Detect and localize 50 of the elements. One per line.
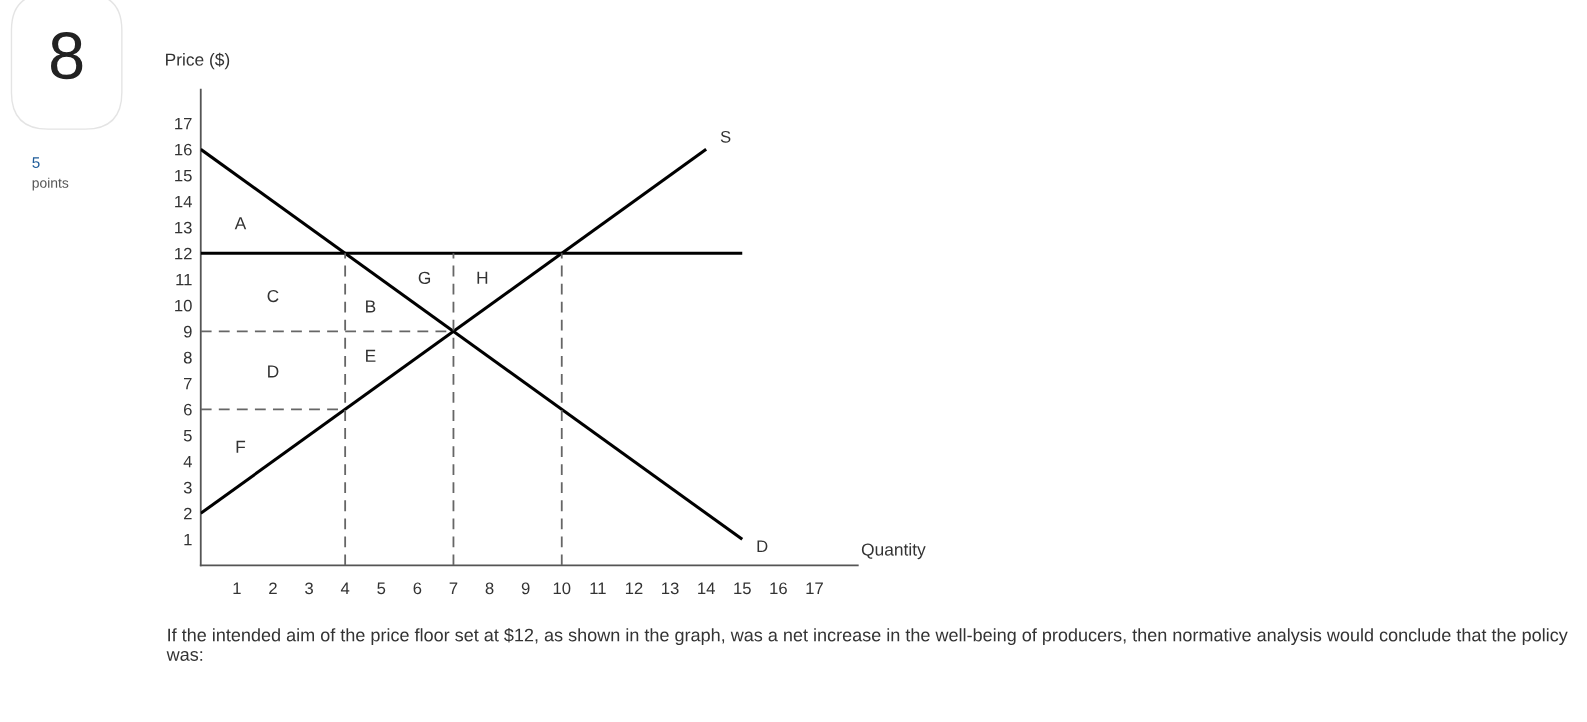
y-tick-label: 10	[175, 299, 192, 312]
annotation: F	[236, 440, 246, 453]
y-tick-label: 5	[183, 429, 192, 442]
y-tick-label: 8	[183, 351, 192, 364]
y-tick-label: 11	[176, 273, 192, 286]
x-tick-label: 17	[806, 582, 823, 595]
x-tick-label: 2	[269, 582, 277, 595]
x-tick-label: 7	[449, 582, 458, 595]
annotation: C	[267, 289, 279, 303]
x-tick-label: 13	[662, 582, 679, 595]
annotation: G	[418, 271, 431, 284]
y-tick-label: 12	[175, 247, 192, 260]
annotation: E	[366, 349, 376, 362]
y-tick-label: 14	[175, 195, 192, 208]
y-tick-label: 9	[183, 325, 192, 338]
y-tick-label: 2	[183, 507, 192, 520]
y-tick-label: 7	[184, 377, 192, 390]
text: 5	[32, 157, 40, 168]
series-label: D	[757, 540, 768, 552]
x-tick-label: 5	[377, 582, 386, 595]
y-tick-label: 17	[175, 117, 192, 130]
x-tick-label: 15	[734, 582, 751, 595]
x-axis-title: Quantity	[861, 542, 926, 560]
annotation: B	[366, 300, 376, 313]
text: If the intended aim of the price floor set at $12, as shown in the graph, was a net increase in the well-being of producers, then normative analysis would conclude that the policy was:	[166, 627, 1568, 661]
annotation: H	[477, 271, 488, 284]
x-tick-label: 3	[305, 582, 313, 595]
y-tick-label: 1	[184, 533, 192, 546]
x-tick-label: 6	[413, 582, 422, 595]
x-tick-label: 16	[770, 582, 787, 595]
y-tick-label: 3	[183, 481, 192, 494]
y-axis-title: Price ($)	[166, 52, 230, 70]
y-tick-label: 13	[175, 221, 192, 234]
y-tick-label: 16	[175, 143, 192, 156]
x-tick-label: 8	[485, 582, 494, 595]
y-tick-label: 4	[183, 455, 192, 468]
x-tick-label: 14	[698, 582, 715, 595]
x-tick-label: 12	[625, 582, 643, 595]
y-tick-label: 15	[175, 169, 192, 182]
x-tick-label: 4	[340, 582, 350, 595]
x-tick-label: 11	[590, 582, 606, 595]
annotation: D	[268, 365, 279, 378]
annotation: A	[234, 217, 247, 230]
text: points	[32, 177, 69, 191]
x-tick-label: 10	[553, 582, 571, 595]
series-label: S	[720, 130, 731, 143]
x-tick-label: 1	[233, 582, 241, 595]
text: 8	[51, 32, 83, 80]
x-tick-label: 9	[521, 582, 530, 595]
y-tick-label: 6	[184, 403, 192, 416]
